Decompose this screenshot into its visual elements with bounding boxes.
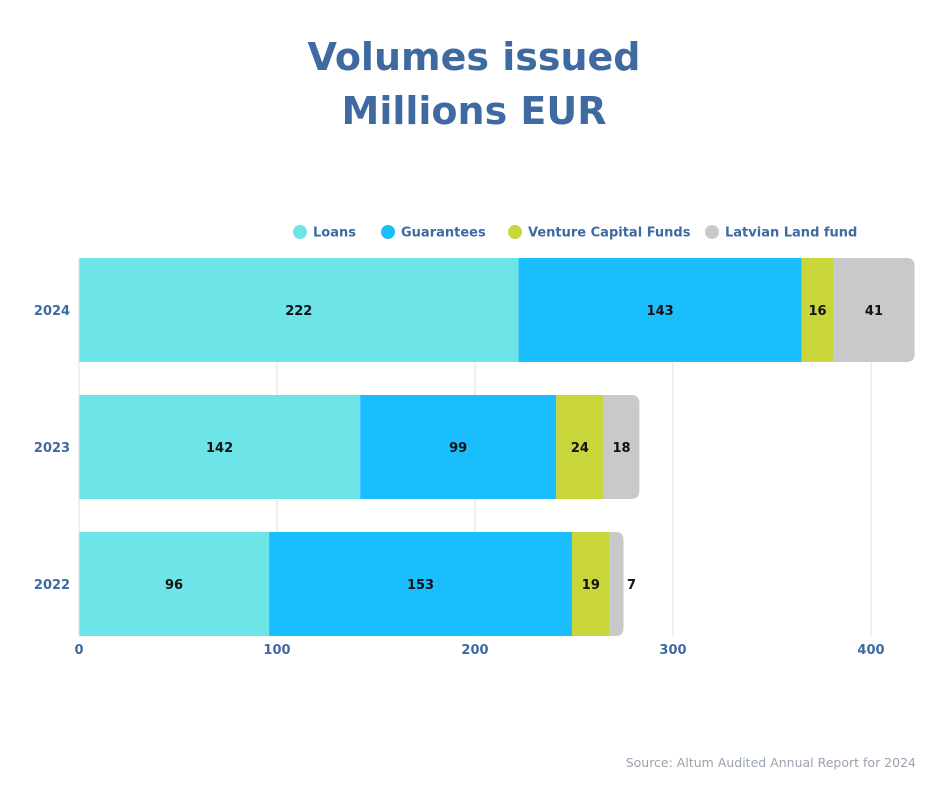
bar-segment [556,395,604,499]
data-label: 18 [612,441,630,456]
legend-label: Venture Capital Funds [528,226,691,241]
legend-label: Latvian Land fund [725,226,857,241]
data-label: 99 [449,441,467,456]
bars [79,258,915,636]
bar-row-2024 [79,258,915,362]
legend-label: Guarantees [401,226,486,241]
source-note: Source: Altum Audited Annual Report for … [626,755,916,770]
legend-swatch [705,225,719,239]
legend-swatch [508,225,522,239]
bar-segment [603,395,640,499]
chart-title-line-1: Volumes issued [307,35,640,79]
category-label: 2023 [34,441,70,456]
x-tick-label: 300 [659,643,686,658]
legend-item: Latvian Land fund [705,225,857,241]
axes: 2024 2023 2022 0 100 200 300 400 [34,258,885,658]
bar-segment [269,532,573,636]
category-label: 2024 [34,304,70,319]
bar-row-2022 [79,532,624,636]
legend-label: Loans [313,226,356,241]
chart-title-line-2: Millions EUR [342,89,607,133]
data-label: 7 [627,578,636,593]
bar-row-2023 [79,395,640,499]
bar-segment [833,258,915,362]
data-label: 24 [571,441,589,456]
legend-item: Loans [293,225,356,241]
x-tick-label: 400 [857,643,884,658]
bar-segment [801,258,834,362]
data-label: 19 [582,578,600,593]
bar-segment [79,258,519,362]
data-label: 41 [865,304,883,319]
legend-swatch [293,225,307,239]
data-label: 222 [285,304,312,319]
bar-segment [572,532,610,636]
data-label: 142 [206,441,233,456]
legend-swatch [381,225,395,239]
x-tick-label: 0 [74,643,83,658]
data-label: 153 [407,578,434,593]
bar-segment [609,532,624,636]
category-label: 2022 [34,578,70,593]
data-labels: 222 143 16 41 142 99 24 18 96 153 19 7 [165,304,883,593]
data-label: 143 [647,304,674,319]
legend-item: Venture Capital Funds [508,225,691,241]
x-tick-label: 100 [263,643,290,658]
x-tick-label: 200 [461,643,488,658]
bar-segment [79,395,361,499]
data-label: 16 [808,304,826,319]
bar-segment [360,395,557,499]
bar-segment [79,532,270,636]
legend: Loans Guarantees Venture Capital Funds Latv… [293,225,857,241]
bar-segment [518,258,802,362]
legend-item: Guarantees [381,225,486,241]
data-label: 96 [165,578,183,593]
